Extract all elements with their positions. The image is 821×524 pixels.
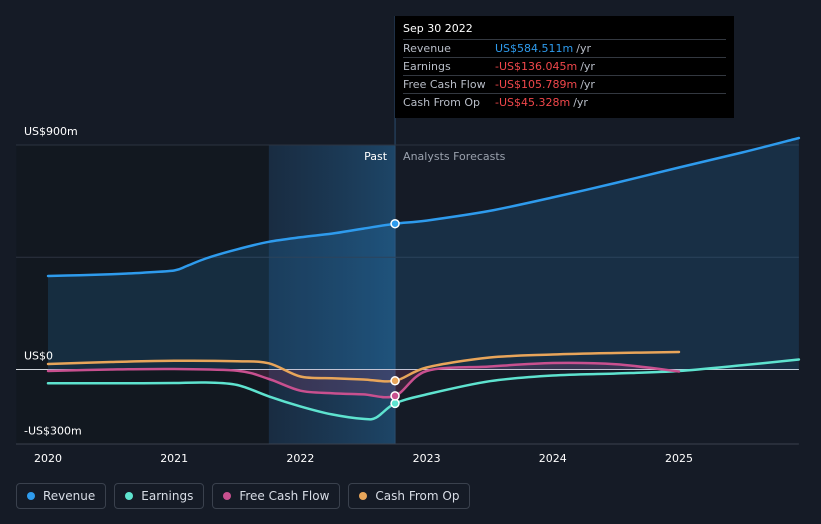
legend-label: Revenue xyxy=(43,489,96,503)
tooltip-date: Sep 30 2022 xyxy=(403,22,473,35)
series-line-earnings xyxy=(46,358,801,421)
series-line-cash-from-op xyxy=(46,350,681,383)
tooltip-label: Revenue xyxy=(403,42,451,55)
tooltip-unit: /yr xyxy=(580,78,595,91)
x-tick-label: 2024 xyxy=(539,452,567,465)
series-line-revenue xyxy=(46,136,801,278)
y-tick-label: US$0 xyxy=(24,350,53,363)
tooltip-label: Cash From Op xyxy=(403,96,481,109)
past-label: Past xyxy=(364,150,388,163)
forecast-label: Analysts Forecasts xyxy=(403,150,506,163)
tooltip-unit: /yr xyxy=(576,42,591,55)
tooltip-label: Free Cash Flow xyxy=(403,78,486,91)
legend-dot-icon xyxy=(27,492,35,500)
tooltip-unit: /yr xyxy=(580,60,595,73)
legend-item-earnings[interactable]: Earnings xyxy=(114,483,205,509)
y-tick-label: -US$300m xyxy=(24,424,82,437)
tooltip-value: -US$105.789m xyxy=(495,78,578,91)
legend-label: Free Cash Flow xyxy=(239,489,330,503)
x-tick-label: 2023 xyxy=(413,452,441,465)
legend-dot-icon xyxy=(125,492,134,500)
tooltip-row-free-cash-flow: Free Cash Flow -US$105.789m /yr xyxy=(403,75,726,93)
tooltip-row-earnings: Earnings -US$136.045m /yr xyxy=(403,57,726,75)
y-tick-label: US$900m xyxy=(24,125,78,138)
area-revenue xyxy=(48,138,799,370)
x-tick-label: 2022 xyxy=(286,452,314,465)
legend-item-cash-from-op[interactable]: Cash From Op xyxy=(348,483,471,509)
tooltip-unit: /yr xyxy=(573,96,588,109)
legend: Revenue Earnings Free Cash Flow Cash Fro… xyxy=(16,483,471,509)
marker-free-cash-flow xyxy=(390,391,400,401)
tooltip-row-revenue: Revenue US$584.511m /yr xyxy=(403,39,726,57)
legend-dot-icon xyxy=(359,492,368,500)
tooltip: Sep 30 2022 Revenue US$584.511m /yr Earn… xyxy=(395,16,734,118)
series-line-free-cash-flow xyxy=(46,361,681,399)
x-tick-label: 2020 xyxy=(34,452,62,465)
marker-cash-from-op xyxy=(390,376,400,386)
legend-label: Earnings xyxy=(141,489,194,503)
tooltip-value: -US$136.045m xyxy=(495,60,578,73)
tooltip-value: US$584.511m xyxy=(495,42,574,55)
tooltip-row-cash-from-op: Cash From Op -US$45.328m /yr xyxy=(403,93,726,111)
x-tick-label: 2021 xyxy=(160,452,188,465)
tooltip-label: Earnings xyxy=(403,60,451,73)
legend-label: Cash From Op xyxy=(375,489,460,503)
tooltip-value: -US$45.328m xyxy=(495,96,571,109)
legend-item-revenue[interactable]: Revenue xyxy=(16,483,107,509)
x-tick-label: 2025 xyxy=(665,452,693,465)
legend-dot-icon xyxy=(223,492,232,500)
legend-item-free-cash-flow[interactable]: Free Cash Flow xyxy=(212,483,341,509)
marker-revenue xyxy=(390,218,400,229)
past-region xyxy=(16,145,269,444)
